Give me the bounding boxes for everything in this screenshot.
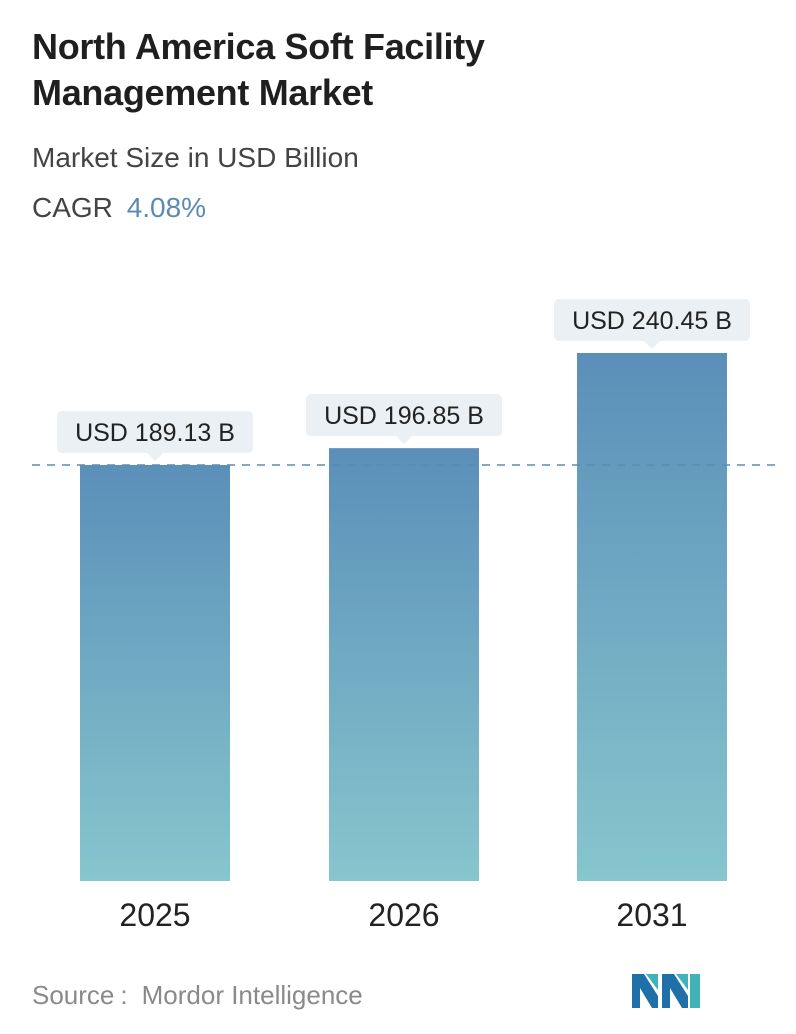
source-separator: :	[120, 980, 128, 1010]
value-label-pointer	[396, 436, 412, 445]
mordor-intelligence-logo-icon	[632, 974, 700, 1008]
cagr-label: CAGR	[32, 192, 113, 223]
source-label: Source	[32, 980, 115, 1010]
value-label-box	[306, 394, 502, 437]
value-label-box	[57, 411, 253, 453]
chart-title-line-1: North America Soft Facility	[32, 26, 485, 67]
cagr-value: 4.08%	[126, 192, 207, 223]
value-label-box	[554, 299, 750, 341]
x-tick-label: 2026	[368, 897, 439, 933]
x-tick-label: 2031	[616, 897, 687, 933]
bar-2031	[577, 353, 727, 881]
bar-2025	[80, 465, 230, 881]
source-note: Source: Mordor Intelligence	[32, 978, 363, 1012]
chart-subtitle: Market Size in USD Billion	[32, 142, 359, 173]
bar-2026	[329, 448, 479, 881]
value-label: USD 189.13 B	[75, 419, 235, 447]
source-name: Mordor Intelligence	[141, 980, 363, 1010]
value-label: USD 196.85 B	[324, 402, 484, 430]
chart-title: North America Soft Facility Management M…	[32, 24, 752, 116]
chart-title-line-2: Management Market	[32, 72, 373, 113]
value-label-pointer	[644, 341, 660, 349]
value-label: USD 240.45 B	[572, 307, 732, 335]
x-tick-label: 2025	[119, 897, 190, 933]
cagr-row: CAGR 4.08%	[32, 190, 206, 226]
value-label-pointer	[147, 453, 163, 461]
